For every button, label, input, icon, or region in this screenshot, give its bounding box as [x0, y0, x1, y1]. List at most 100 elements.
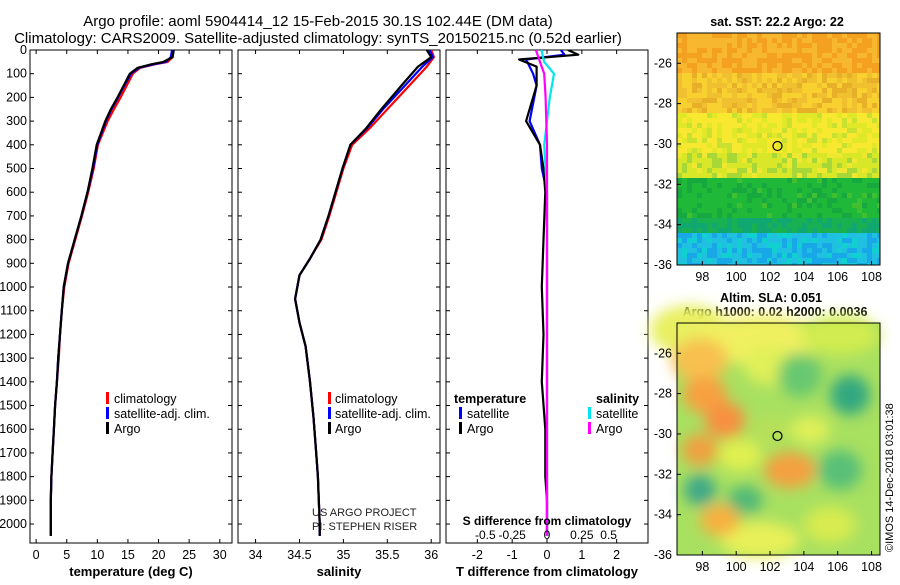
sst-cell [677, 163, 682, 168]
sst-cell [782, 213, 787, 218]
sst-cell [687, 73, 692, 78]
sst-cell [707, 243, 712, 248]
sst-cell [772, 43, 777, 48]
sst-cell [792, 198, 797, 203]
sst-cell [792, 43, 797, 48]
sst-cell [822, 193, 827, 198]
sst-cell [767, 178, 772, 183]
sst-cell [802, 258, 807, 263]
sst-cell [697, 213, 702, 218]
sst-cell [782, 238, 787, 243]
sst-cell [787, 158, 792, 163]
sst-cell [737, 113, 742, 118]
sst-cell [682, 48, 687, 53]
sst-cell [842, 43, 847, 48]
sst-cell [717, 183, 722, 188]
sst-cell [802, 208, 807, 213]
sst-cell [712, 48, 717, 53]
sst-cell [852, 33, 857, 38]
sst-cell [697, 183, 702, 188]
sst-cell [752, 33, 757, 38]
sst-cell [772, 128, 777, 133]
sst-cell [707, 53, 712, 58]
sst-cell [837, 138, 842, 143]
sla-blob [727, 486, 763, 514]
sst-cell [832, 43, 837, 48]
sst-cell [802, 33, 807, 38]
sst-cell [752, 258, 757, 263]
sst-cell [787, 123, 792, 128]
sst-cell [692, 73, 697, 78]
sst-cell [747, 163, 752, 168]
sst-cell [842, 53, 847, 58]
sst-cell [782, 118, 787, 123]
sst-cell [782, 193, 787, 198]
sst-cell [802, 153, 807, 158]
sst-cell [812, 168, 817, 173]
sst-cell [727, 68, 732, 73]
sst-cell [762, 193, 767, 198]
sst-cell [737, 43, 742, 48]
sst-cell [767, 53, 772, 58]
sst-cell [782, 128, 787, 133]
sst-cell [737, 73, 742, 78]
sst-cell [742, 113, 747, 118]
sst-cell [717, 118, 722, 123]
sst-cell [677, 153, 682, 158]
sla-blob [790, 416, 830, 444]
sst-cell [732, 258, 737, 263]
sst-cell [732, 78, 737, 83]
sst-cell [767, 253, 772, 258]
sst-cell [712, 78, 717, 83]
sst-cell [697, 58, 702, 63]
sst-cell [737, 163, 742, 168]
sst-cell [772, 253, 777, 258]
sst-cell [857, 58, 862, 63]
sst-cell [677, 128, 682, 133]
sst-cell [792, 173, 797, 178]
sst-cell [767, 83, 772, 88]
sst-cell [812, 243, 817, 248]
sst-cell [682, 63, 687, 68]
sst-cell [807, 38, 812, 43]
sst-cell [712, 63, 717, 68]
sst-cell [767, 138, 772, 143]
sst-cell [837, 38, 842, 43]
sst-cell [762, 258, 767, 263]
sst-cell [732, 238, 737, 243]
sst-cell [842, 193, 847, 198]
sst-cell [852, 123, 857, 128]
sst-cell [692, 63, 697, 68]
series-line-climatology [49, 50, 175, 536]
sst-cell [742, 73, 747, 78]
sst-cell [687, 178, 692, 183]
sst-cell [752, 208, 757, 213]
sla-blob [672, 338, 728, 382]
sst-cell [822, 88, 827, 93]
sst-cell [877, 108, 880, 113]
sst-cell [817, 133, 822, 138]
sst-cell [797, 173, 802, 178]
sst-cell [762, 198, 767, 203]
sst-cell [732, 68, 737, 73]
sst-cell [727, 103, 732, 108]
sst-cell [827, 243, 832, 248]
sst-cell [737, 38, 742, 43]
sst-cell [752, 153, 757, 158]
sst-cell [767, 98, 772, 103]
sst-cell [677, 78, 682, 83]
sst-cell [832, 113, 837, 118]
sst-cell [817, 203, 822, 208]
sst-cell [747, 238, 752, 243]
sst-cell [802, 238, 807, 243]
sst-cell [752, 188, 757, 193]
sst-cell [712, 133, 717, 138]
sst-cell [802, 168, 807, 173]
sst-cell [877, 78, 880, 83]
sst-cell [827, 208, 832, 213]
sst-cell [737, 133, 742, 138]
sla-blob [800, 315, 880, 355]
sst-cell [867, 78, 872, 83]
sst-cell [857, 168, 862, 173]
sst-cell [752, 68, 757, 73]
